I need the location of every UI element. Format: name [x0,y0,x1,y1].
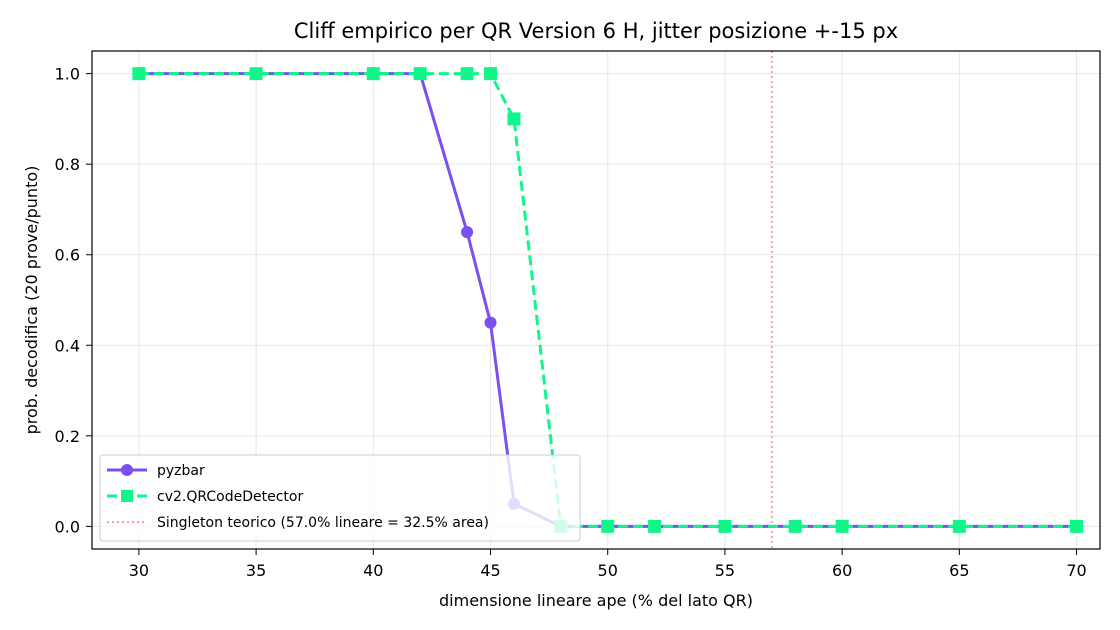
x-tick-label: 65 [949,561,969,580]
x-tick-label: 70 [1066,561,1086,580]
data-point-1 [718,519,732,533]
y-axis-label: prob. decodifica (20 prove/punto) [22,166,41,435]
x-tick-label: 50 [598,561,618,580]
legend-label-pyzbar: pyzbar [157,463,205,479]
data-point-1 [601,519,615,533]
legend-marker-cv2 [121,490,133,502]
legend-label-cv2: cv2.QRCodeDetector [157,489,303,505]
data-point-1 [788,519,802,533]
y-tick-label: 0.4 [55,336,80,355]
data-point-0 [484,316,497,329]
legend: pyzbar cv2.QRCodeDetector Singleton teor… [99,454,581,542]
x-tick-label: 60 [832,561,852,580]
x-tick-label: 45 [480,561,500,580]
data-point-1 [507,112,521,126]
x-axis-label: dimensione lineare ape (% del lato QR) [439,591,753,610]
data-point-1 [648,519,662,533]
y-tick-label: 0.0 [55,517,80,536]
y-tick-label: 0.2 [55,427,80,446]
data-point-1 [484,67,498,81]
y-tick-label: 1.0 [55,65,80,84]
x-tick-label: 55 [715,561,735,580]
data-point-1 [952,519,966,533]
data-point-1 [460,67,474,81]
legend-marker-pyzbar [121,464,133,476]
axis-ticks: 30 35 40 45 50 55 60 65 70 0.0 0.2 0.4 0.6 0.8 1.0 [55,65,1087,580]
data-point-0 [461,226,474,239]
legend-label-reference: Singleton teorico (57.0% lineare = 32.5%… [157,515,489,531]
chart-title: Cliff empirico per QR Version 6 H, jitte… [294,19,898,43]
legend-box [99,454,581,542]
data-point-1 [366,67,380,81]
data-point-1 [413,67,427,81]
data-point-1 [132,67,146,81]
plot-frame [91,50,1101,550]
x-tick-label: 35 [246,561,266,580]
data-point-1 [249,67,263,81]
x-tick-label: 40 [363,561,383,580]
data-point-1 [1070,519,1084,533]
y-tick-label: 0.8 [55,155,80,174]
y-tick-label: 0.6 [55,246,80,265]
x-tick-label: 30 [129,561,149,580]
data-point-1 [835,519,849,533]
